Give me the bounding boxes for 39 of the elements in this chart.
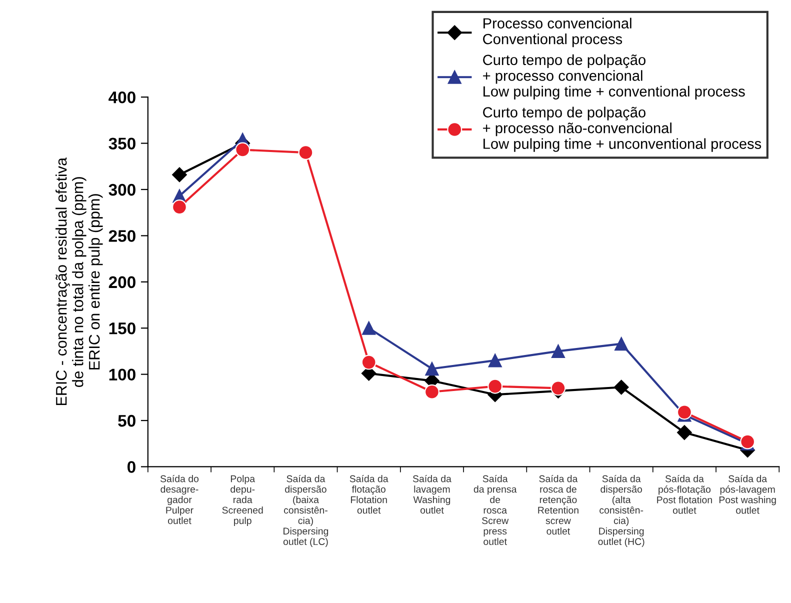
y-tick-label: 300: [108, 184, 136, 196]
x-tick-label: Saída da rosca de retenção Retention screw outlet: [538, 474, 578, 535]
y-tick-label: 100: [109, 368, 136, 381]
legend-label: Processo convencional Conventional process: [483, 18, 632, 48]
point: [235, 142, 250, 158]
point: [614, 337, 628, 351]
point: [424, 384, 440, 400]
x-tick-label: Polpa depu- rada Screened pulp: [222, 475, 263, 526]
y-axis-title: ERIC - concentração residual efetiva de tinta no total da polpa (ppm) ERIC on entire pulp (ppm): [56, 157, 103, 406]
x-tick-label: Saída da lavagem Washing outlet: [412, 474, 452, 514]
point: [488, 354, 502, 368]
point: [172, 167, 187, 182]
point: [550, 380, 566, 396]
x-tick-label: Saída da pós-flotação Post flotation outlet: [657, 474, 712, 514]
y-tick-label: 150: [109, 322, 136, 334]
x-tick-label: Saída da pós-lavagem Post washing outlet: [719, 474, 776, 514]
x-tick-label: Saída da prensa de rosca Screw press outlet: [474, 474, 517, 546]
y-tick-label: 350: [108, 138, 136, 150]
x-tick-label: Saída da dispersão (baixa consistên- cia) Dispersing outlet (LC): [283, 474, 328, 547]
point: [172, 200, 187, 215]
point: [676, 404, 692, 420]
x-tick-label: Saída do desagre- gador Pulper outlet: [160, 474, 199, 524]
y-tick-label: 50: [118, 414, 136, 427]
point: [551, 344, 566, 358]
x-tick-label: Saída da dispersão (alta consistên- cia) Dispersing outlet (HC): [598, 474, 644, 547]
point: [677, 425, 692, 440]
legend-label: Curto tempo de polpação + processo convencional Low pulping time + conventional process: [483, 54, 745, 100]
y-tick-label: 400: [108, 91, 136, 104]
point: [425, 362, 439, 376]
point: [614, 380, 629, 395]
point: [362, 321, 376, 335]
x-tick-label: Saída da flotação Flotation outlet: [350, 474, 388, 514]
y-tick-label: 0: [128, 461, 136, 473]
y-tick-label: 250: [108, 230, 136, 242]
point: [361, 354, 376, 370]
legend-label: Curto tempo de polpação + processo não-convencional Low pulping time + unconventional process: [483, 106, 762, 152]
point: [488, 378, 503, 394]
point: [298, 145, 314, 160]
y-tick-label: 200: [108, 276, 136, 288]
